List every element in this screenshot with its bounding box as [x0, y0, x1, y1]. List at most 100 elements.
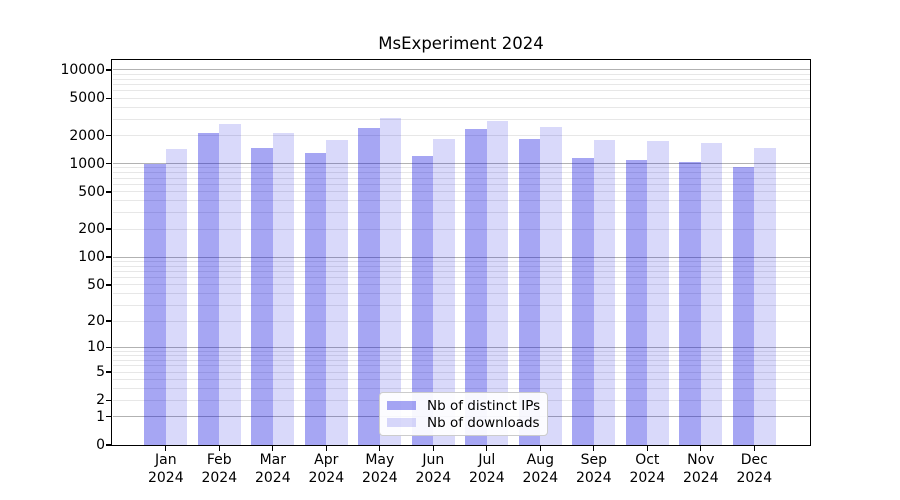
y-tick-mark	[105, 163, 111, 165]
x-tick-month: Apr	[314, 452, 339, 468]
x-tick-mark	[593, 445, 595, 451]
x-tick-year: 2024	[361, 469, 398, 486]
y-tick-label: 1	[96, 408, 105, 425]
x-tick-year: 2024	[522, 469, 559, 486]
x-tick-mark	[753, 445, 755, 451]
x-tick-year: 2024	[468, 469, 505, 486]
bar-nb-of-distinct-ips-oct	[625, 159, 648, 445]
bar-nb-of-distinct-ips-dec	[732, 166, 755, 445]
bar-nb-of-downloads-apr	[326, 139, 348, 445]
gridline-minor	[112, 265, 810, 267]
y-tick-mark	[105, 191, 111, 193]
bar-nb-of-downloads-jul	[486, 120, 509, 445]
x-tick-year: 2024	[254, 469, 291, 486]
y-tick-label: 1000	[69, 155, 105, 172]
x-tick-mark	[539, 445, 541, 451]
gridline-minor	[112, 183, 810, 185]
bar-nb-of-downloads-nov	[700, 142, 723, 445]
x-tick-month: Jan	[155, 452, 177, 468]
gridline-minor	[112, 200, 810, 202]
x-tick-year: 2024	[682, 469, 719, 486]
x-tick-label-feb: Feb 2024	[174, 452, 264, 487]
x-tick-year: 2024	[629, 469, 666, 486]
x-tick-month: Feb	[206, 452, 232, 468]
bar-nb-of-downloads-mar	[272, 133, 295, 445]
x-tick-year: 2024	[308, 469, 345, 486]
y-tick-mark	[105, 444, 111, 446]
y-tick-mark	[105, 399, 111, 401]
gridline-minor	[112, 365, 810, 367]
bar-nb-of-downloads-jan	[165, 148, 188, 445]
legend-item-downloads: Nb of downloads	[387, 415, 540, 431]
bar-nb-of-distinct-ips-jan	[144, 164, 166, 445]
y-tick-label: 5000	[69, 90, 105, 107]
x-tick-month: Oct	[635, 452, 660, 468]
y-tick-mark	[105, 284, 111, 286]
x-tick-label-oct: Oct 2024	[602, 452, 692, 487]
x-tick-month: Aug	[526, 452, 554, 468]
gridline-minor	[112, 84, 810, 86]
gridline-major	[112, 256, 810, 258]
x-tick-label-sep: Sep 2024	[549, 452, 639, 487]
bar-nb-of-downloads-oct	[647, 140, 669, 445]
gridline-minor	[112, 106, 810, 108]
x-tick-month: Jul	[478, 452, 496, 468]
bar-nb-of-downloads-dec	[754, 148, 776, 445]
x-tick-year: 2024	[575, 469, 612, 486]
gridline-minor	[112, 350, 810, 352]
gridline-minor	[112, 371, 810, 373]
x-tick-year: 2024	[201, 469, 238, 486]
gridline-minor	[112, 293, 810, 295]
y-tick-mark	[105, 228, 111, 230]
y-tick-label: 10	[87, 339, 105, 356]
gridline-minor	[112, 191, 810, 193]
x-tick-month: May	[365, 452, 395, 468]
gridline-minor	[112, 320, 810, 322]
x-tick-label-apr: Apr 2024	[281, 452, 371, 487]
x-tick-year: 2024	[415, 469, 452, 486]
y-tick-mark	[105, 320, 111, 322]
legend-item-distinct-ips: Nb of distinct IPs	[387, 398, 540, 414]
plot-area	[111, 58, 812, 447]
y-tick-mark	[105, 371, 111, 373]
bar-nb-of-distinct-ips-sep	[572, 158, 594, 445]
bar-nb-of-downloads-sep	[593, 139, 616, 445]
bar-nb-of-distinct-ips-mar	[251, 148, 273, 445]
x-tick-month: Mar	[259, 452, 286, 468]
x-tick-mark	[379, 445, 381, 451]
gridline-minor	[112, 388, 810, 390]
bar-nb-of-distinct-ips-feb	[197, 133, 220, 445]
gridline-minor	[112, 135, 810, 136]
gridline-minor	[112, 172, 810, 174]
bar-nb-of-downloads-feb	[219, 124, 241, 445]
gridline-major	[112, 346, 810, 348]
x-tick-year: 2024	[736, 469, 773, 486]
y-tick-label: 0	[96, 437, 105, 453]
y-tick-label: 2000	[69, 127, 105, 144]
x-tick-year: 2024	[147, 469, 184, 486]
gridline-minor	[112, 378, 810, 380]
y-tick-label: 200	[78, 221, 105, 238]
y-tick-label: 2	[96, 392, 105, 409]
gridline-major	[112, 163, 810, 165]
x-tick-label-mar: Mar 2024	[228, 452, 318, 487]
x-tick-mark	[218, 445, 220, 451]
gridline-minor	[112, 359, 810, 361]
legend: Nb of distinct IPs Nb of downloads	[379, 392, 548, 436]
gridline-minor	[112, 177, 810, 179]
bar-nb-of-downloads-may	[379, 117, 402, 445]
y-tick-mark	[105, 346, 111, 349]
gridline-major	[112, 69, 810, 71]
y-tick-mark	[105, 134, 111, 137]
legend-swatch-downloads	[387, 417, 416, 428]
y-tick-label: 500	[78, 183, 105, 200]
legend-label-downloads: Nb of downloads	[427, 414, 540, 431]
gridline-minor	[112, 304, 810, 306]
y-tick-mark	[105, 416, 111, 418]
y-tick-mark	[105, 256, 111, 258]
x-tick-mark	[325, 445, 327, 451]
gridline-minor	[112, 167, 810, 169]
x-tick-mark	[165, 445, 167, 451]
y-tick-label: 20	[87, 313, 105, 330]
